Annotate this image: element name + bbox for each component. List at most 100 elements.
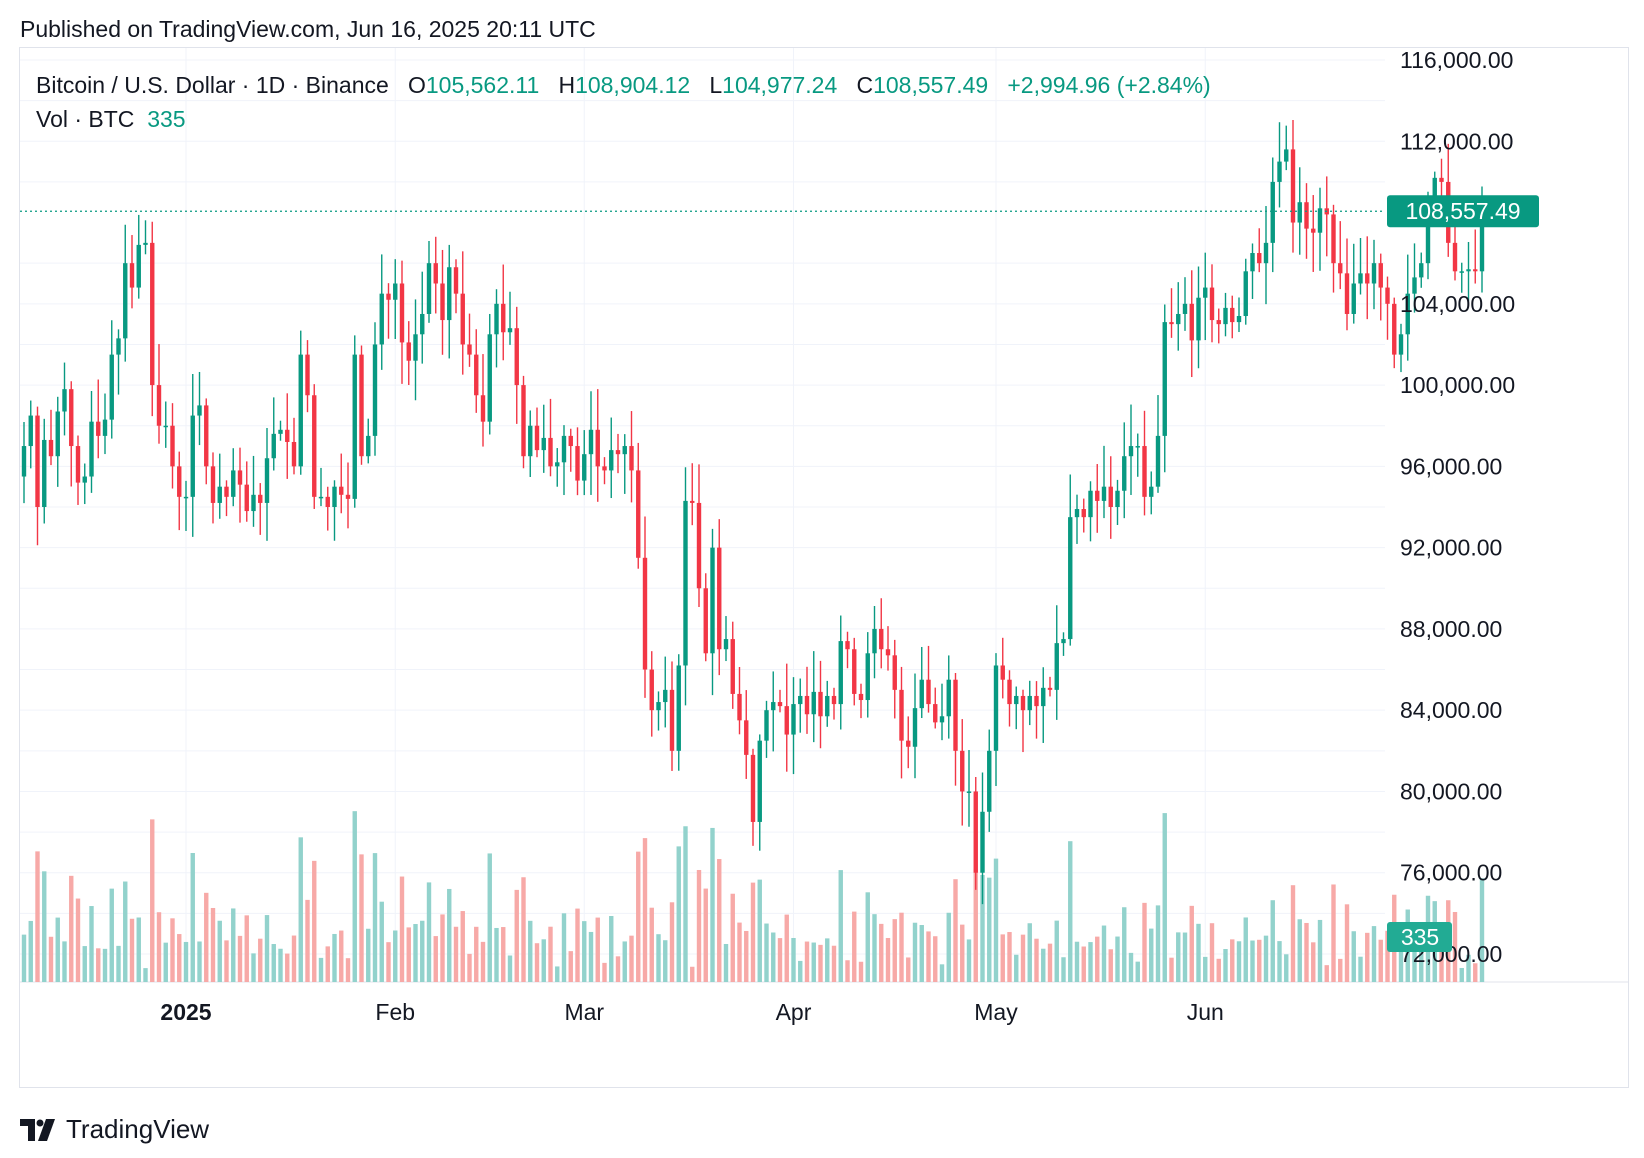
candle-body[interactable] <box>717 547 722 650</box>
candle-body[interactable] <box>1405 293 1410 335</box>
candle-body[interactable] <box>305 354 310 396</box>
candle-body[interactable] <box>987 750 992 812</box>
candle-body[interactable] <box>501 303 506 333</box>
candle-body[interactable] <box>912 708 918 747</box>
candle-body[interactable] <box>852 649 857 694</box>
candle-body[interactable] <box>1074 509 1080 518</box>
candle-body[interactable] <box>1196 297 1201 341</box>
candle-body[interactable] <box>62 389 67 412</box>
candle-body[interactable] <box>1358 273 1363 284</box>
candle-body[interactable] <box>656 702 661 711</box>
candle-body[interactable] <box>150 242 155 386</box>
candle-body[interactable] <box>528 425 533 457</box>
candle-body[interactable] <box>1176 313 1181 325</box>
candle-body[interactable] <box>649 669 654 711</box>
candle-body[interactable] <box>393 283 398 300</box>
candle-body[interactable] <box>352 354 357 499</box>
candle-body[interactable] <box>622 446 627 455</box>
candle-body[interactable] <box>291 441 297 467</box>
candle-body[interactable] <box>818 691 823 717</box>
candle-body[interactable] <box>1182 303 1188 314</box>
candle-body[interactable] <box>993 665 999 751</box>
candle-body[interactable] <box>663 689 668 703</box>
candle-body[interactable] <box>177 466 182 497</box>
candle-body[interactable] <box>548 437 553 467</box>
candle-body[interactable] <box>744 720 749 755</box>
candle-body[interactable] <box>447 267 452 321</box>
candle-body[interactable] <box>433 263 438 284</box>
candle-body[interactable] <box>251 494 256 512</box>
footer-brand[interactable]: TradingView <box>20 1114 209 1145</box>
candle-body[interactable] <box>1041 687 1046 707</box>
candle-body[interactable] <box>1344 273 1350 314</box>
candle-body[interactable] <box>771 702 776 711</box>
candle-body[interactable] <box>1297 202 1302 223</box>
candle-body[interactable] <box>372 344 378 436</box>
candle-body[interactable] <box>588 429 594 455</box>
candle-body[interactable] <box>271 433 276 459</box>
candle-body[interactable] <box>872 628 877 654</box>
candle-body[interactable] <box>1223 307 1228 325</box>
candle-body[interactable] <box>413 334 418 361</box>
candle-body[interactable] <box>683 500 688 666</box>
candle-body[interactable] <box>96 421 101 436</box>
candle-body[interactable] <box>474 354 479 396</box>
candle-body[interactable] <box>1284 149 1289 162</box>
candle-body[interactable] <box>946 679 951 717</box>
candle-body[interactable] <box>669 689 675 751</box>
candle-body[interactable] <box>1034 695 1039 707</box>
candle-body[interactable] <box>1250 253 1255 272</box>
candle-body[interactable] <box>825 695 830 717</box>
candle-body[interactable] <box>210 466 216 503</box>
candle-body[interactable] <box>561 435 567 463</box>
candle-body[interactable] <box>55 411 60 457</box>
candle-body[interactable] <box>933 704 938 723</box>
candle-body[interactable] <box>366 435 371 457</box>
candle-body[interactable] <box>750 754 756 822</box>
candle-body[interactable] <box>136 244 141 288</box>
candle-body[interactable] <box>420 313 425 335</box>
candle-body[interactable] <box>1365 273 1370 284</box>
volume-label[interactable]: Vol · BTC <box>36 106 135 132</box>
candle-body[interactable] <box>1081 509 1086 518</box>
candle-body[interactable] <box>197 405 202 416</box>
candle-body[interactable] <box>102 419 108 436</box>
candle-body[interactable] <box>1014 695 1019 705</box>
candle-body[interactable] <box>926 679 931 705</box>
candle-body[interactable] <box>602 466 607 471</box>
candle-body[interactable] <box>973 791 978 873</box>
candle-body[interactable] <box>1189 303 1194 341</box>
candle-body[interactable] <box>332 486 337 507</box>
candle-body[interactable] <box>1095 490 1100 501</box>
candle-body[interactable] <box>278 429 283 434</box>
candle-body[interactable] <box>1277 161 1282 182</box>
candle-body[interactable] <box>1270 181 1275 243</box>
candle-body[interactable] <box>325 496 330 507</box>
candle-body[interactable] <box>163 425 168 428</box>
candle-body[interactable] <box>386 293 391 300</box>
candle-body[interactable] <box>636 470 641 558</box>
candle-body[interactable] <box>35 415 40 507</box>
candle-body[interactable] <box>1020 695 1026 711</box>
candle-body[interactable] <box>1108 486 1113 507</box>
candle-body[interactable] <box>21 446 27 477</box>
candle-body[interactable] <box>811 691 816 715</box>
candle-body[interactable] <box>1257 253 1262 264</box>
candle-body[interactable] <box>460 293 465 345</box>
candle-body[interactable] <box>845 641 850 650</box>
candle-body[interactable] <box>170 425 175 467</box>
candle-body[interactable] <box>264 458 270 503</box>
candle-body[interactable] <box>379 293 384 345</box>
candle-body[interactable] <box>1230 307 1235 323</box>
candle-body[interactable] <box>1419 263 1424 278</box>
candle-body[interactable] <box>1331 214 1336 264</box>
candle-body[interactable] <box>777 702 783 707</box>
candle-body[interactable] <box>1155 435 1161 487</box>
candle-body[interactable] <box>258 494 263 503</box>
candle-body[interactable] <box>1061 639 1066 644</box>
candle-body[interactable] <box>906 740 911 747</box>
symbol-title[interactable]: Bitcoin / U.S. Dollar · 1D · Binance <box>36 72 389 98</box>
candle-body[interactable] <box>1290 149 1296 223</box>
candle-body[interactable] <box>345 494 351 499</box>
